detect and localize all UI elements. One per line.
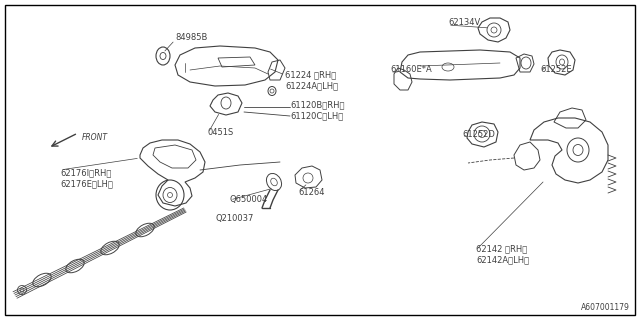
Text: 61120B〈RH〉
61120C〈LH〉: 61120B〈RH〉 61120C〈LH〉	[290, 100, 344, 120]
Text: 62134V: 62134V	[448, 18, 480, 27]
Text: FRONT: FRONT	[82, 133, 108, 142]
Text: 0451S: 0451S	[208, 128, 234, 137]
Text: 84985B: 84985B	[175, 33, 207, 42]
Text: A607001179: A607001179	[581, 303, 630, 312]
Text: Q210037: Q210037	[215, 214, 253, 223]
Text: 61252E: 61252E	[540, 65, 572, 74]
Text: 62176I〈RH〉
62176E〈LH〉: 62176I〈RH〉 62176E〈LH〉	[60, 168, 113, 188]
Text: 62142 〈RH〉
62142A〈LH〉: 62142 〈RH〉 62142A〈LH〉	[476, 244, 529, 264]
Text: Q650004: Q650004	[230, 195, 268, 204]
Text: 61224 〈RH〉
61224A〈LH〉: 61224 〈RH〉 61224A〈LH〉	[285, 70, 338, 90]
Text: 61264: 61264	[298, 188, 324, 197]
Text: 61252D: 61252D	[462, 130, 495, 139]
Text: 61160E*A: 61160E*A	[390, 65, 432, 74]
